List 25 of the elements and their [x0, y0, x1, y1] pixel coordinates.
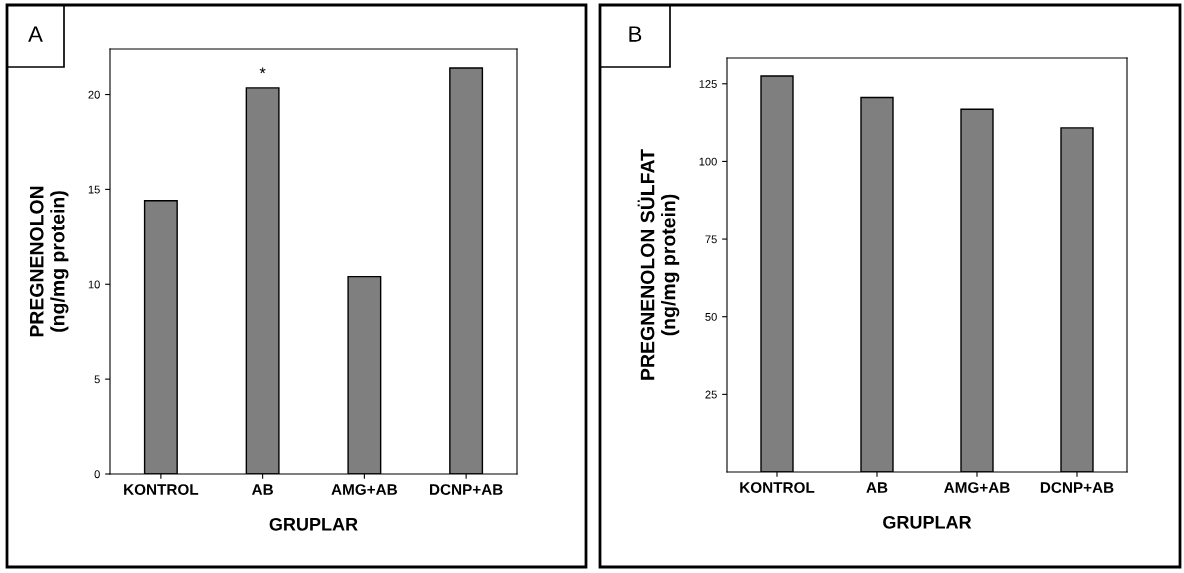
y-axis-title: PREGNENOLON SÜLFAT (ng/mg protein) — [637, 149, 680, 380]
x-tick-label: KONTROL — [740, 482, 815, 493]
x-tick-label: KONTROL — [124, 484, 199, 495]
y-tick-label: 10 — [88, 280, 100, 289]
y-tick-label: 0 — [94, 470, 100, 479]
x-tick-label: AMG+AB — [331, 484, 397, 495]
y-tick-label: 100 — [699, 157, 717, 166]
x-tick-label: AB — [866, 482, 888, 493]
y-tick-label: 75 — [705, 235, 717, 244]
y-tick-label: 125 — [699, 80, 717, 88]
x-tick-label: DCNP+AB — [430, 484, 503, 495]
y-tick-label: 20 — [88, 90, 100, 99]
y-tick-label: 50 — [705, 312, 717, 321]
x-axis-title: GRUPLAR — [883, 515, 972, 529]
text: B — [629, 26, 642, 42]
y-tick-label: 15 — [88, 185, 100, 194]
y-tick-label: 5 — [94, 375, 100, 384]
text: A — [28, 26, 43, 42]
x-tick-label: DCNP+AB — [1040, 482, 1114, 493]
x-axis-title: GRUPLAR — [269, 517, 358, 531]
annotation: * — [259, 67, 266, 74]
y-axis-title: PREGNENOLON (ng/mg protein) — [29, 186, 69, 337]
x-tick-label: AMG+AB — [944, 482, 1010, 493]
y-tick-label: 25 — [705, 390, 717, 399]
x-tick-label: AB — [251, 484, 273, 495]
